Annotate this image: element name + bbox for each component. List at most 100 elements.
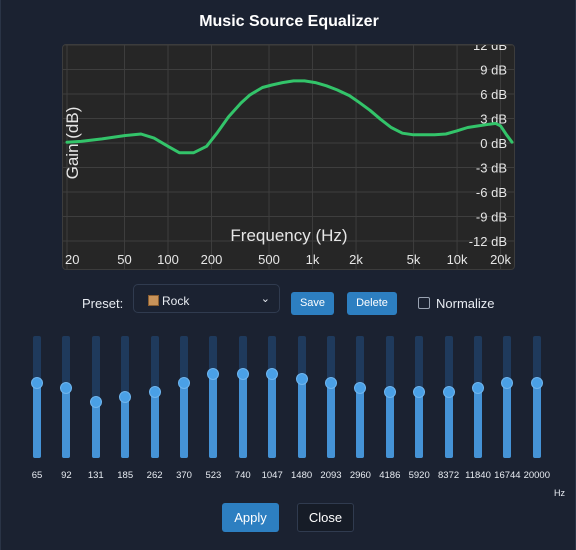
band-sliders: 65 92 131 185 262 370 523 740 1047 1480 2093 2960 41…	[1, 336, 576, 486]
y-tick-label: -6 dB	[476, 185, 507, 200]
slider-thumb[interactable]	[178, 377, 190, 390]
normalize-label: Normalize	[436, 296, 495, 311]
slider-thumb[interactable]	[383, 386, 396, 399]
slider-thumb[interactable]	[236, 368, 249, 381]
band-freq-label: 4186	[379, 470, 401, 481]
slider-thumb[interactable]	[354, 381, 367, 394]
slider-fill	[415, 392, 424, 458]
slider-thumb[interactable]	[442, 386, 455, 399]
band-freq-label: 1047	[261, 470, 283, 481]
x-tick-label: 200	[201, 252, 223, 267]
close-button[interactable]: Close	[297, 503, 354, 532]
y-axis-label: Gain (dB)	[63, 107, 82, 180]
x-tick-label: 2k	[349, 252, 363, 267]
band-freq-label: 523	[205, 470, 222, 481]
band-freq-label: 2093	[320, 470, 342, 481]
y-tick-label: -3 dB	[476, 161, 507, 176]
slider-fill	[444, 392, 453, 458]
band-slider-1480[interactable]	[295, 336, 308, 458]
slider-thumb[interactable]	[148, 386, 161, 399]
y-tick-label: 3 dB	[480, 112, 507, 127]
hz-unit-label: Hz	[554, 488, 565, 498]
x-tick-label: 5k	[407, 252, 421, 267]
band-freq-label: 262	[146, 470, 163, 481]
slider-thumb[interactable]	[207, 368, 220, 381]
eq-response-graph: 20 50 100 200 500 1k 2k 5k 10k 20k 12 dB 9 dB 6 dB 3 …	[62, 44, 515, 270]
slider-fill	[91, 401, 100, 458]
y-tick-label: 0 dB	[480, 136, 507, 151]
slider-fill	[503, 383, 512, 458]
x-tick-label: 20	[65, 252, 79, 267]
band-freq-label: 2960	[349, 470, 371, 481]
slider-fill	[62, 387, 71, 458]
slider-fill	[474, 387, 482, 458]
band-slider-11840[interactable]	[472, 336, 484, 458]
band-slider-740[interactable]	[236, 336, 249, 458]
package-icon	[148, 295, 159, 306]
slider-thumb[interactable]	[295, 372, 308, 385]
y-tick-label: 9 dB	[480, 63, 507, 78]
slider-thumb[interactable]	[89, 395, 102, 408]
slider-thumb[interactable]	[472, 381, 484, 394]
chevron-down-icon: ⌄	[260, 293, 270, 305]
band-slider-2960[interactable]	[354, 336, 367, 458]
x-tick-label: 100	[157, 252, 179, 267]
band-freq-label: 92	[61, 470, 72, 481]
preset-value: Rock	[162, 294, 190, 308]
apply-button[interactable]: Apply	[222, 503, 279, 532]
x-tick-label: 50	[117, 252, 131, 267]
band-freq-label: 11840	[465, 470, 491, 481]
band-slider-2093[interactable]	[325, 336, 337, 458]
band-slider-92[interactable]	[60, 336, 73, 458]
slider-fill	[209, 374, 218, 458]
x-axis-label: Frequency (Hz)	[230, 226, 347, 245]
band-slider-5920[interactable]	[413, 336, 426, 458]
slider-fill	[297, 378, 306, 458]
x-tick-label: 10k	[447, 252, 468, 267]
y-tick-label: -12 dB	[469, 234, 507, 249]
band-slider-20000[interactable]	[530, 336, 543, 458]
band-slider-131[interactable]	[89, 336, 102, 458]
band-freq-label: 1480	[291, 470, 313, 481]
slider-thumb[interactable]	[119, 391, 132, 403]
slider-thumb[interactable]	[325, 377, 337, 390]
eq-curve-line	[65, 79, 514, 155]
band-freq-label: 5920	[408, 470, 430, 481]
band-slider-185[interactable]	[119, 336, 132, 458]
band-slider-370[interactable]	[178, 336, 190, 458]
band-slider-523[interactable]	[207, 336, 220, 458]
slider-fill	[385, 392, 394, 458]
slider-fill	[121, 397, 130, 458]
save-preset-button[interactable]: Save	[291, 292, 334, 315]
band-slider-65[interactable]	[31, 336, 43, 458]
slider-thumb[interactable]	[413, 386, 426, 399]
eq-response-chart: 20 50 100 200 500 1k 2k 5k 10k 20k 12 dB 9 dB 6 dB 3 …	[63, 45, 514, 269]
band-slider-262[interactable]	[148, 336, 161, 458]
x-tick-label: 20k	[490, 252, 511, 267]
band-freq-label: 370	[176, 470, 192, 481]
y-tick-label: 12 dB	[473, 45, 507, 53]
slider-fill	[150, 392, 159, 458]
band-slider-8372[interactable]	[442, 336, 455, 458]
band-slider-4186[interactable]	[383, 336, 396, 458]
slider-thumb[interactable]	[530, 377, 543, 390]
dialog-title: Music Source Equalizer	[199, 13, 379, 30]
band-slider-1047[interactable]	[266, 336, 279, 458]
band-freq-label: 740	[234, 470, 251, 481]
slider-thumb[interactable]	[60, 381, 73, 394]
slider-thumb[interactable]	[266, 368, 279, 381]
y-tick-label: -9 dB	[476, 210, 507, 225]
slider-fill	[238, 374, 247, 458]
preset-select[interactable]: Rock ⌄	[133, 284, 280, 313]
slider-fill	[268, 374, 277, 458]
delete-preset-button[interactable]: Delete	[347, 292, 397, 315]
band-freq-label: 131	[87, 470, 104, 481]
x-tick-label: 500	[258, 252, 280, 267]
slider-thumb[interactable]	[501, 377, 514, 390]
slider-fill	[33, 383, 41, 458]
band-freq-label: 16744	[494, 470, 521, 481]
slider-thumb[interactable]	[31, 377, 43, 390]
normalize-checkbox[interactable]	[418, 297, 430, 309]
band-slider-16744[interactable]	[501, 336, 514, 458]
